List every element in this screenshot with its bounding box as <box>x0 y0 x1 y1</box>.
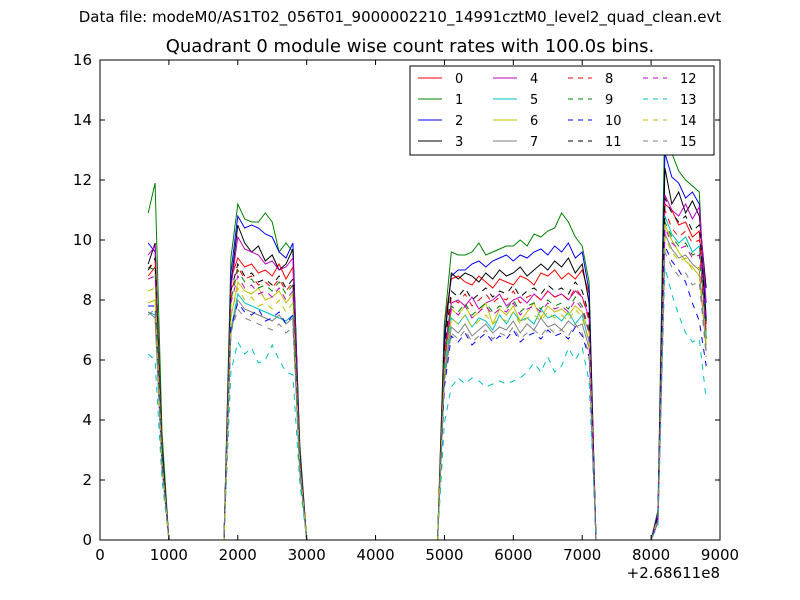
x-tick-label: 6000 <box>494 546 532 564</box>
legend-label-14: 14 <box>680 114 697 129</box>
x-tick-label: 2000 <box>219 546 257 564</box>
series-line-3 <box>147 167 707 541</box>
legend-label-5: 5 <box>530 93 538 108</box>
x-tick-label: 4000 <box>356 546 394 564</box>
chart-title: Quadrant 0 module wise count rates with … <box>165 36 655 57</box>
series-line-13 <box>147 266 707 541</box>
y-tick-label: 6 <box>82 351 92 369</box>
legend-label-0: 0 <box>455 72 463 87</box>
x-tick-label: 0 <box>95 546 105 564</box>
y-tick-label: 14 <box>73 111 92 129</box>
x-tick-label: 3000 <box>288 546 326 564</box>
y-tick-label: 4 <box>82 411 92 429</box>
x-tick-label: 5000 <box>425 546 463 564</box>
legend-label-15: 15 <box>680 135 697 150</box>
legend-label-10: 10 <box>605 114 622 129</box>
legend-label-13: 13 <box>680 93 697 108</box>
legend-label-2: 2 <box>455 114 463 129</box>
legend-label-8: 8 <box>605 72 613 87</box>
x-tick-label: 1000 <box>150 546 188 564</box>
series-line-2 <box>147 152 707 541</box>
series-line-10 <box>148 245 707 541</box>
axis-ticks: 0 1000 2000 3000 4000 5000 6000 7000 8000 9000 0 2 4… <box>73 51 739 564</box>
series-line-15 <box>147 251 707 541</box>
x-tick-label: 7000 <box>563 546 601 564</box>
y-tick-label: 8 <box>82 291 92 309</box>
legend-box <box>409 65 715 156</box>
series-line-9 <box>148 221 707 541</box>
x-offset-label: +2.68611e8 <box>627 564 720 582</box>
legend-label-4: 4 <box>530 72 538 87</box>
legend-label-11: 11 <box>605 135 622 150</box>
y-tick-label: 16 <box>73 51 92 69</box>
y-tick-label: 2 <box>82 471 92 489</box>
y-tick-label: 10 <box>73 231 92 249</box>
legend-label-12: 12 <box>680 72 697 87</box>
legend-label-9: 9 <box>605 93 613 108</box>
legend-label-1: 1 <box>455 93 463 108</box>
legend-label-6: 6 <box>530 114 538 129</box>
legend-label-7: 7 <box>530 135 538 150</box>
figure-suptitle: Data file: modeM0/AS1T02_056T01_90000022… <box>78 8 722 26</box>
y-tick-label: 12 <box>73 171 92 189</box>
x-tick-label: 9000 <box>701 546 739 564</box>
x-tick-label: 8000 <box>632 546 670 564</box>
series-line-0 <box>147 202 707 541</box>
y-tick-label: 0 <box>82 531 92 549</box>
series-line-8 <box>147 209 707 541</box>
legend-label-3: 3 <box>455 135 463 150</box>
series-lines <box>147 110 707 541</box>
